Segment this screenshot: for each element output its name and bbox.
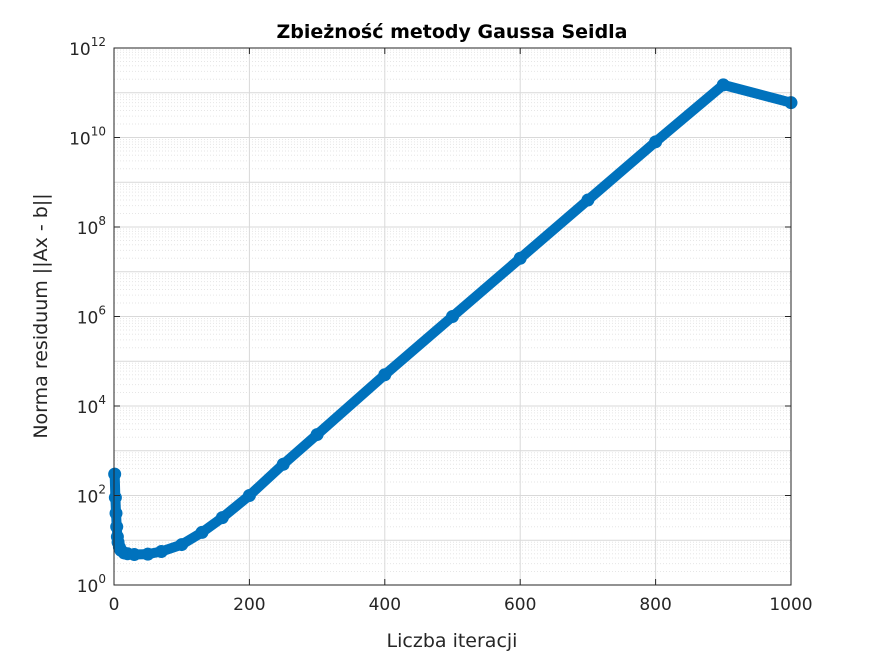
data-point bbox=[175, 538, 189, 552]
series-layer bbox=[108, 78, 798, 562]
data-point bbox=[127, 548, 141, 562]
data-point bbox=[716, 78, 730, 92]
data-point bbox=[242, 489, 256, 502]
data-point bbox=[141, 547, 155, 561]
data-point bbox=[581, 193, 595, 207]
x-tick-label: 400 bbox=[369, 595, 401, 615]
y-tick-label: 104 bbox=[77, 393, 106, 418]
y-tick-label: 108 bbox=[77, 214, 106, 239]
x-tick-label: 800 bbox=[639, 595, 671, 615]
y-tick-label: 106 bbox=[77, 304, 106, 329]
data-point bbox=[446, 310, 459, 323]
y-tick-label: 102 bbox=[77, 483, 106, 508]
data-point bbox=[108, 467, 122, 481]
x-tick-label: 0 bbox=[109, 595, 120, 615]
chart-title: Zbieżność metody Gaussa Seidla bbox=[276, 21, 627, 43]
y-axis-label: Norma residuum ||Ax - b|| bbox=[30, 193, 52, 438]
data-point bbox=[108, 491, 122, 505]
data-point bbox=[154, 545, 168, 559]
data-point bbox=[215, 511, 229, 525]
x-tick-label: 200 bbox=[233, 595, 265, 615]
data-point bbox=[649, 135, 663, 149]
data-point bbox=[109, 506, 123, 520]
data-point bbox=[310, 428, 324, 442]
data-point bbox=[195, 525, 209, 539]
y-tick-label: 100 bbox=[77, 572, 106, 597]
y-tick-label: 1010 bbox=[69, 125, 106, 150]
x-axis-label: Liczba iteracji bbox=[387, 630, 518, 652]
data-point bbox=[513, 251, 527, 265]
data-point bbox=[378, 368, 392, 382]
y-tick-label: 1012 bbox=[69, 35, 106, 60]
x-tick-label: 1000 bbox=[769, 595, 812, 615]
data-point bbox=[276, 457, 290, 471]
ticks: 0 200 400 600 800 1000 100 102 104 106 108 1010 1012 bbox=[69, 35, 813, 615]
x-tick-label: 600 bbox=[504, 595, 536, 615]
data-point bbox=[121, 547, 135, 561]
